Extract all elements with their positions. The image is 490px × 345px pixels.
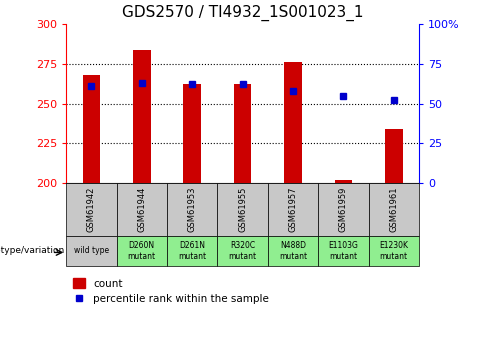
Text: N488D
mutant: N488D mutant [279, 241, 307, 261]
Bar [167, 236, 218, 266]
Text: E1230K
mutant: E1230K mutant [379, 241, 408, 261]
Bar [268, 236, 318, 266]
Bar [218, 183, 268, 236]
Text: genotype/variation: genotype/variation [0, 246, 65, 255]
Bar [133, 50, 150, 183]
Text: GSM61944: GSM61944 [137, 187, 146, 232]
Text: D261N
mutant: D261N mutant [178, 241, 206, 261]
Bar [66, 183, 117, 236]
Bar [183, 85, 201, 183]
Bar [117, 183, 167, 236]
Bar [368, 236, 419, 266]
Text: E1103G
mutant: E1103G mutant [328, 241, 358, 261]
Bar [167, 183, 218, 236]
Bar [284, 62, 302, 183]
Text: GSM61961: GSM61961 [389, 187, 398, 232]
Bar [335, 180, 352, 183]
Text: GSM61942: GSM61942 [87, 187, 96, 232]
Title: GDS2570 / TI4932_1S001023_1: GDS2570 / TI4932_1S001023_1 [122, 5, 363, 21]
Bar [318, 236, 368, 266]
Text: GSM61957: GSM61957 [289, 187, 297, 232]
Text: D260N
mutant: D260N mutant [128, 241, 156, 261]
Legend: count, percentile rank within the sample: count, percentile rank within the sample [69, 274, 273, 308]
Bar [368, 183, 419, 236]
Bar [117, 236, 167, 266]
Bar [318, 183, 368, 236]
Text: wild type: wild type [74, 246, 109, 256]
Bar [66, 236, 117, 266]
Bar [234, 85, 251, 183]
Bar [385, 129, 403, 183]
Text: R320C
mutant: R320C mutant [228, 241, 257, 261]
Text: GSM61959: GSM61959 [339, 187, 348, 232]
Bar [268, 183, 318, 236]
Text: GSM61953: GSM61953 [188, 187, 196, 232]
Text: GSM61955: GSM61955 [238, 187, 247, 232]
Bar [218, 236, 268, 266]
Bar [82, 75, 100, 183]
